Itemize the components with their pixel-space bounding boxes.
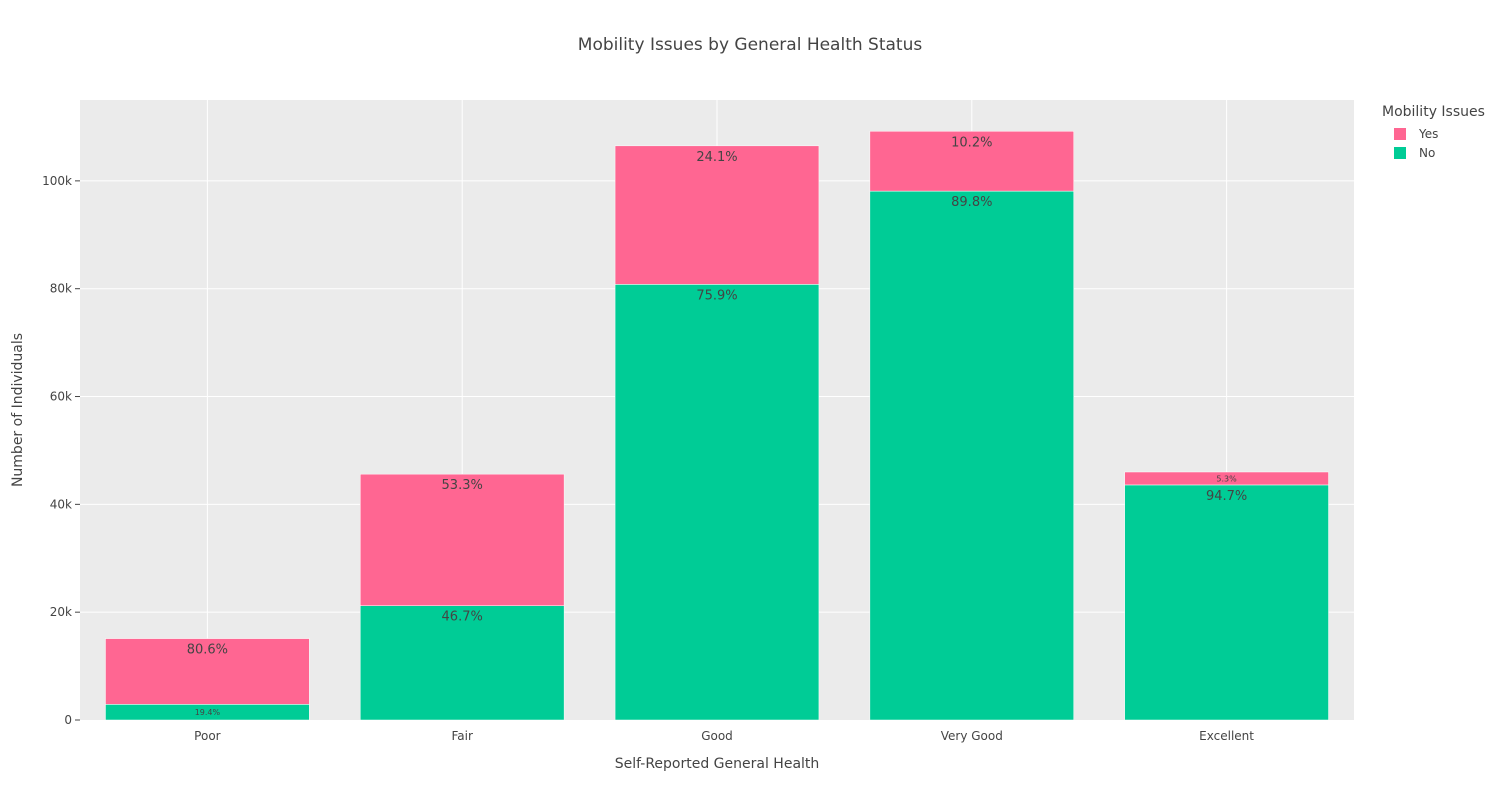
legend-label-no: No — [1419, 145, 1436, 160]
legend-item-yes[interactable]: Yes — [1382, 124, 1485, 143]
y-tick-label: 60k — [50, 390, 72, 404]
bar-data-label: 10.2% — [951, 135, 992, 150]
bar-yes-excellent[interactable] — [1124, 471, 1329, 486]
x-axis-title: Self-Reported General Health — [615, 756, 820, 772]
legend-swatch-yes — [1394, 127, 1406, 140]
bar-no-very-good[interactable] — [869, 190, 1074, 721]
bar-data-label: 46.7% — [442, 610, 483, 625]
legend-title: Mobility Issues — [1382, 104, 1485, 120]
bar-data-label: 89.8% — [951, 195, 992, 210]
x-tick-label: Poor — [194, 729, 220, 743]
y-tick-label: 0 — [64, 713, 72, 727]
bar-data-label: 53.3% — [442, 478, 483, 493]
y-tick-label: 40k — [50, 497, 72, 511]
x-tick-label: Very Good — [941, 729, 1003, 743]
bar-data-label: 5.3% — [1216, 474, 1237, 483]
bar-data-label: 19.4% — [195, 708, 221, 717]
bar-yes-poor[interactable] — [105, 638, 310, 705]
legend-label-yes: Yes — [1419, 126, 1439, 141]
x-tick-label: Fair — [451, 729, 472, 743]
axes: 0 20k 40k 60k 80k 100k Poor Fair Good Very Good Ex… — [42, 174, 1254, 743]
bar-yes-very-good[interactable] — [869, 131, 1074, 192]
bar-yes-fair[interactable] — [360, 473, 565, 606]
legend-item-no[interactable]: No — [1382, 143, 1485, 162]
bar-yes-good[interactable] — [614, 145, 820, 285]
bars — [105, 131, 1329, 721]
bar-data-label: 94.7% — [1206, 489, 1247, 504]
x-tick-label: Good — [701, 729, 733, 743]
y-tick-label: 20k — [50, 605, 72, 619]
legend: Mobility Issues Yes No — [1382, 104, 1485, 162]
y-tick-label: 100k — [42, 174, 72, 188]
bar-data-label: 24.1% — [696, 150, 737, 165]
bar-no-excellent[interactable] — [1124, 484, 1329, 721]
y-axis-title: Number of Individuals — [10, 333, 26, 487]
y-tick-label: 80k — [50, 282, 72, 296]
legend-swatch-no — [1394, 146, 1406, 159]
x-tick-label: Excellent — [1199, 729, 1254, 743]
bar-labels: 19.4% 46.7% 75.9% 89.8% 94.7% 80.6% 53.3% 24.1%… — [187, 135, 1248, 717]
bar-data-label: 75.9% — [696, 288, 737, 303]
chart-title: Mobility Issues by General Health Status — [578, 35, 923, 55]
bar-data-label: 80.6% — [187, 643, 228, 658]
bar-no-fair[interactable] — [360, 605, 565, 721]
bar-no-good[interactable] — [614, 284, 820, 721]
